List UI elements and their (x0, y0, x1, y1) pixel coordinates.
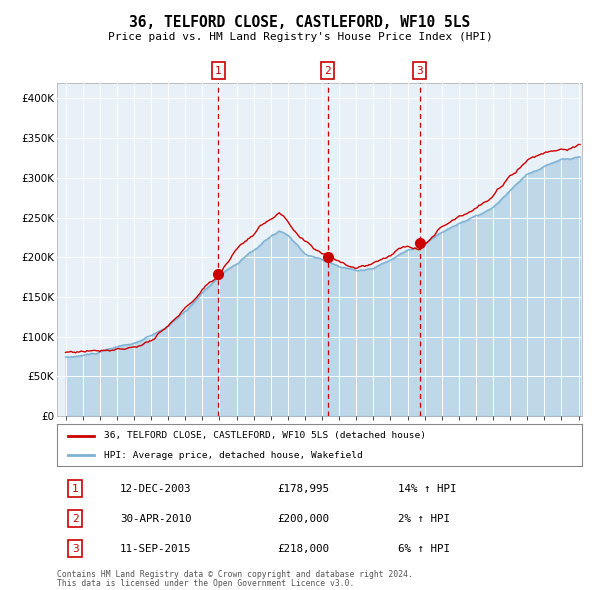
Text: HPI: Average price, detached house, Wakefield: HPI: Average price, detached house, Wake… (104, 451, 363, 460)
Text: 3: 3 (416, 65, 423, 76)
Text: £200,000: £200,000 (277, 514, 329, 524)
Text: 2% ↑ HPI: 2% ↑ HPI (398, 514, 450, 524)
Text: 2: 2 (325, 65, 331, 76)
Text: 1: 1 (215, 65, 221, 76)
Text: 2: 2 (72, 514, 79, 524)
Text: £218,000: £218,000 (277, 544, 329, 554)
Text: 3: 3 (72, 544, 79, 554)
Text: 14% ↑ HPI: 14% ↑ HPI (398, 484, 457, 493)
Text: 12-DEC-2003: 12-DEC-2003 (120, 484, 191, 493)
Text: 1: 1 (72, 484, 79, 493)
Text: £178,995: £178,995 (277, 484, 329, 493)
Text: 30-APR-2010: 30-APR-2010 (120, 514, 191, 524)
Text: This data is licensed under the Open Government Licence v3.0.: This data is licensed under the Open Gov… (57, 579, 355, 588)
Text: 11-SEP-2015: 11-SEP-2015 (120, 544, 191, 554)
Text: Price paid vs. HM Land Registry's House Price Index (HPI): Price paid vs. HM Land Registry's House … (107, 32, 493, 42)
Text: 6% ↑ HPI: 6% ↑ HPI (398, 544, 450, 554)
Text: Contains HM Land Registry data © Crown copyright and database right 2024.: Contains HM Land Registry data © Crown c… (57, 570, 413, 579)
Text: 36, TELFORD CLOSE, CASTLEFORD, WF10 5LS (detached house): 36, TELFORD CLOSE, CASTLEFORD, WF10 5LS … (104, 431, 426, 440)
Text: 36, TELFORD CLOSE, CASTLEFORD, WF10 5LS: 36, TELFORD CLOSE, CASTLEFORD, WF10 5LS (130, 15, 470, 30)
